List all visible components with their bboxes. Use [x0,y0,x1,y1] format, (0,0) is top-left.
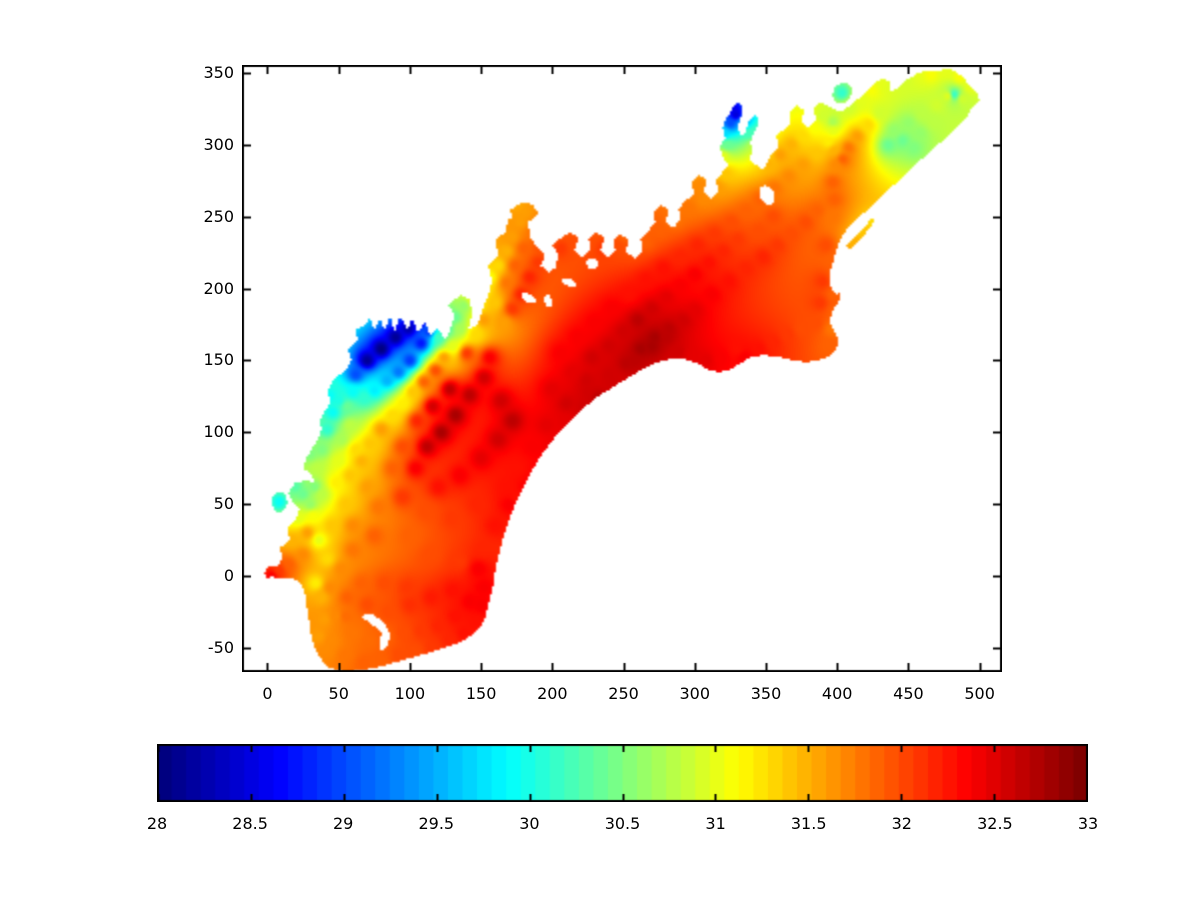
x-tick-label: 350 [750,684,782,703]
colorbar-canvas [157,744,1088,802]
x-tick-label: 200 [537,684,568,703]
colorbar-tick-label: 33 [1077,814,1099,833]
y-tick-label: 0 [223,565,234,585]
colorbar-tick-label: 28 [146,814,168,833]
x-tick-label: 0 [262,684,273,703]
colorbar-tick-label: 32.5 [977,814,1013,833]
x-tick-label: 150 [465,684,497,703]
axes-box-canvas [242,65,1002,672]
plot-area [242,65,1002,672]
x-tick-label: 300 [679,684,711,703]
x-tick-label: 400 [821,684,853,703]
colorbar-tick-label: 29.5 [418,814,455,833]
colorbar [157,744,1088,802]
y-tick-label: 50 [213,494,234,514]
x-tick-label: 250 [608,684,639,703]
x-tick-label: 450 [893,684,924,703]
y-tick-label: 250 [203,206,234,226]
y-tick-label: 150 [203,350,234,370]
y-tick-label: 200 [203,278,234,298]
colorbar-tick-label: 31.5 [790,814,827,833]
y-tick-label: 350 [203,62,234,82]
colorbar-tick-label: 30 [519,814,540,833]
x-tick-label: 50 [328,684,349,703]
colorbar-tick-label: 31 [705,814,726,833]
y-tick-label: 300 [203,134,234,154]
y-tick-label: 100 [203,422,234,442]
colorbar-tick-label: 30.5 [604,814,641,833]
colorbar-tick-label: 32 [891,814,912,833]
colorbar-tick-label: 29 [333,814,354,833]
x-tick-label: 500 [964,684,995,703]
colorbar-tick-label: 28.5 [232,814,268,833]
y-tick-label: -50 [207,637,234,657]
x-tick-label: 100 [394,684,426,703]
